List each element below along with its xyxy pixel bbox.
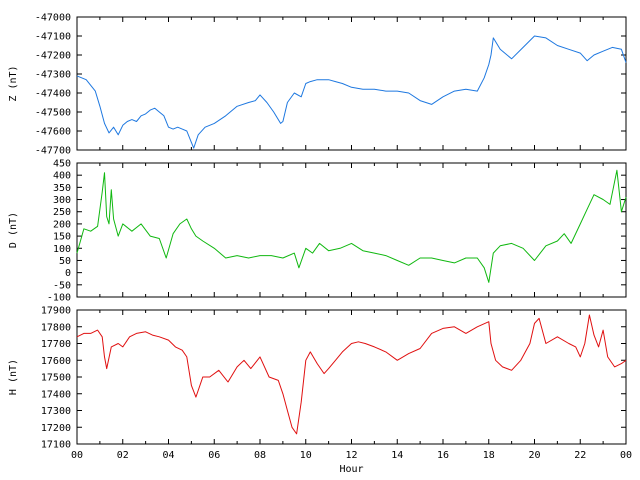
x-tick-label: 20 — [528, 450, 540, 461]
x-tick-label: 12 — [345, 450, 357, 461]
panel-d-frame — [76, 162, 627, 298]
panel-h-ytick-label: 17500 — [41, 373, 71, 384]
panel-d-series-line — [76, 169, 627, 283]
x-tick-label: 22 — [574, 450, 586, 461]
panel-d-ytick-label: 400 — [53, 171, 71, 182]
panel-d-ytick-label: -50 — [53, 280, 71, 291]
panel-h-ytick-label: 17200 — [41, 423, 71, 434]
panel-h-ytick-label: 17300 — [41, 406, 71, 417]
panel-z-ytick-label: -47000 — [35, 13, 71, 24]
panel-h-series-line — [76, 314, 627, 435]
x-tick-label: 18 — [483, 450, 495, 461]
panel-z-ytick-label: -47300 — [35, 70, 71, 81]
panel-d-ytick-label: 200 — [53, 219, 71, 230]
panel-d-ytick-label: 450 — [53, 159, 71, 170]
panel-z-ytick-label: -47500 — [35, 108, 71, 119]
panel-d-ytick-label: 150 — [53, 232, 71, 243]
panel-h-ytick-label: 17600 — [41, 356, 71, 367]
x-axis-title: Hour — [339, 464, 363, 475]
x-tick-label: 14 — [391, 450, 403, 461]
panel-h-ytick-label: 17100 — [41, 440, 71, 451]
panel-z-ytick-label: -47400 — [35, 89, 71, 100]
x-tick-label: 00 — [71, 450, 83, 461]
panel-d-ytick-label: 300 — [53, 195, 71, 206]
panel-d-ytick-label: 0 — [65, 268, 71, 279]
panel-d-ytick-label: 350 — [53, 183, 71, 194]
panel-d-ytick-label: -100 — [47, 293, 71, 304]
panel-h: 17900 17800 17700 17600 17500 17400 17300 17200… — [8, 306, 627, 451]
panel-d-ytick-label: 50 — [59, 256, 71, 267]
panel-d-ylabel: D (nT) — [8, 212, 19, 248]
panel-z: -47000 -47100 -47200 -47300 -47400 -47500 -476… — [8, 13, 627, 157]
panel-z-ytick-label: -47700 — [35, 146, 71, 157]
panel-d-ytick-label: 100 — [53, 244, 71, 255]
panel-h-ytick-label: 17800 — [41, 322, 71, 333]
panel-z-ytick-label: -47200 — [35, 51, 71, 62]
panel-d-ytick-label: 250 — [53, 207, 71, 218]
x-tick-label: 00 — [620, 450, 632, 461]
x-tick-label: 10 — [300, 450, 312, 461]
x-tick-label: 06 — [208, 450, 220, 461]
x-tick-label: 16 — [437, 450, 449, 461]
panel-h-ylabel: H (nT) — [8, 359, 19, 395]
panel-z-ytick-label: -47100 — [35, 32, 71, 43]
panel-h-ytick-label: 17900 — [41, 306, 71, 317]
panel-z-series-line — [76, 35, 627, 149]
panel-h-ytick-label: 17400 — [41, 389, 71, 400]
x-tick-label: 08 — [254, 450, 266, 461]
panel-z-ytick-label: -47600 — [35, 127, 71, 138]
x-tick-label: 04 — [162, 450, 174, 461]
x-tick-label: 02 — [117, 450, 129, 461]
panel-h-frame — [76, 309, 627, 445]
panel-h-ytick-label: 17700 — [41, 339, 71, 350]
panel-z-ylabel: Z (nT) — [8, 65, 19, 101]
panel-z-frame — [76, 16, 627, 151]
